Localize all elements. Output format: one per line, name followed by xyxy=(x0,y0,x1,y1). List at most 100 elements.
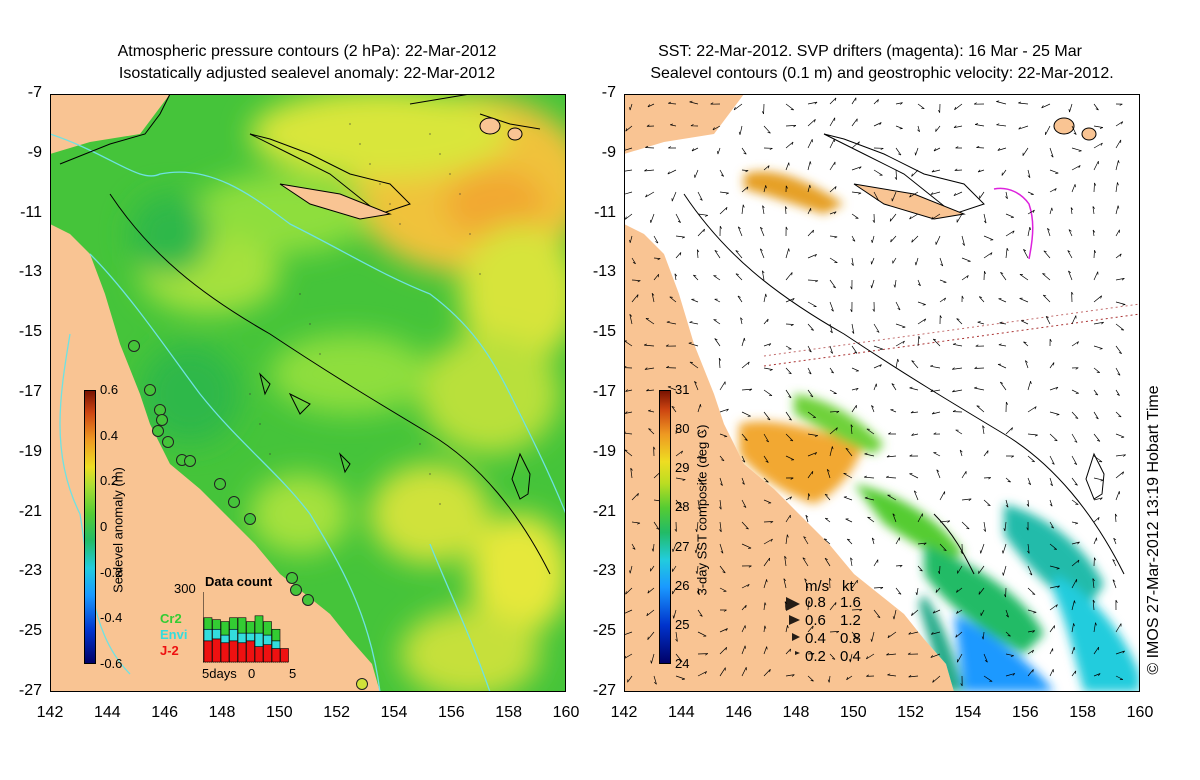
data-count-legend-j-2: J-2 xyxy=(160,643,179,658)
velocity-arrow xyxy=(939,491,946,501)
velocity-arrow xyxy=(1093,537,1098,545)
velocity-arrow xyxy=(890,235,897,243)
left-y-tick--15: -15 xyxy=(18,323,42,341)
right-y-tick--11: -11 xyxy=(594,203,616,221)
velocity-arrow xyxy=(763,455,769,463)
velocity-arrow xyxy=(887,673,897,677)
velocity-arrow xyxy=(675,675,686,680)
velocity-arrow xyxy=(737,226,743,237)
velocity-arrow xyxy=(1092,206,1095,215)
velocity-arrow xyxy=(983,271,987,281)
velocity-arrow xyxy=(693,274,699,281)
velocity-arrow xyxy=(1049,565,1060,570)
velocity-arrow xyxy=(1115,229,1120,237)
velocity-arrow xyxy=(645,318,655,325)
velocity-arrow xyxy=(1006,455,1015,458)
velocity-arrow xyxy=(829,410,840,414)
velocity-arrow xyxy=(712,125,721,131)
velocity-arrow xyxy=(983,521,986,532)
velocity-arrow xyxy=(954,103,963,111)
velocity-arrow xyxy=(864,452,875,457)
data-count-bar-envi xyxy=(212,628,221,640)
velocity-arrow xyxy=(741,147,747,155)
velocity-arrow xyxy=(697,653,709,656)
velocity-arrow xyxy=(873,122,882,127)
velocity-arrow xyxy=(974,386,985,391)
velocity-arrow xyxy=(939,257,944,267)
velocity-arrow xyxy=(741,337,746,347)
velocity-legend-kt-value: 1.6 xyxy=(840,594,861,611)
left-y-tick--25: -25 xyxy=(18,622,42,640)
velocity-arrow xyxy=(1093,455,1103,463)
velocity-arrow xyxy=(983,252,993,259)
velocity-arrow xyxy=(1092,578,1095,589)
velocity-arrow xyxy=(741,565,752,568)
velocity-arrow xyxy=(741,186,749,193)
velocity-arrow xyxy=(807,389,814,398)
velocity-arrow xyxy=(1093,477,1104,482)
right-y-tick--13: -13 xyxy=(592,263,616,281)
velocity-arrow xyxy=(1005,673,1016,677)
velocity-arrow xyxy=(807,470,814,479)
right-x-tick-146: 146 xyxy=(725,704,752,721)
velocity-arrow xyxy=(917,301,926,306)
velocity-arrow xyxy=(851,579,858,589)
velocity-arrow xyxy=(871,537,875,545)
velocity-arrow xyxy=(873,345,884,351)
velocity-arrow xyxy=(644,367,655,370)
velocity-arrow xyxy=(915,587,919,596)
velocity-arrow xyxy=(645,191,655,198)
velocity-legend-header-kt: kt xyxy=(842,578,854,595)
velocity-arrow xyxy=(932,675,941,683)
velocity-arrow xyxy=(1115,471,1125,479)
velocity-legend-ms-value: 0.6 xyxy=(805,612,826,629)
velocity-arrow xyxy=(961,471,967,479)
velocity-arrow xyxy=(719,408,729,413)
velocity-arrow xyxy=(785,185,788,193)
velocity-arrow xyxy=(719,169,725,177)
velocity-arrow xyxy=(1049,543,1058,550)
velocity-arrow xyxy=(689,321,699,325)
velocity-arrow xyxy=(645,145,655,149)
velocity-arrow xyxy=(895,587,902,595)
right-colorbar xyxy=(659,390,671,664)
velocity-arrow xyxy=(717,147,721,155)
velocity-arrow xyxy=(824,517,831,523)
velocity-arrow xyxy=(718,357,722,369)
velocity-arrow xyxy=(959,449,963,457)
velocity-arrow xyxy=(961,235,965,246)
right-colorbar-label: 3-day SST composite (deg C) xyxy=(694,424,710,596)
velocity-arrow xyxy=(829,301,834,312)
velocity-arrow xyxy=(961,257,971,263)
velocity-arrow xyxy=(870,631,875,642)
velocity-arrow xyxy=(1071,411,1079,419)
velocity-arrow xyxy=(733,103,743,111)
velocity-arrow xyxy=(1005,427,1013,435)
velocity-arrow xyxy=(895,323,906,328)
velocity-arrow xyxy=(911,360,919,369)
data-count-xlabel-right: 5 xyxy=(289,666,297,681)
velocity-arrow xyxy=(1071,291,1074,303)
right-y-tick--23: -23 xyxy=(592,562,616,580)
velocity-arrow xyxy=(1093,142,1103,149)
velocity-arrow xyxy=(976,145,985,149)
velocity-arrow xyxy=(939,543,947,552)
data-count-bar-j2 xyxy=(254,646,264,663)
velocity-arrow xyxy=(977,169,985,173)
velocity-arrow xyxy=(955,146,962,149)
left-y-tick--17: -17 xyxy=(18,383,42,400)
velocity-arrow xyxy=(851,141,860,149)
velocity-arrow xyxy=(785,272,793,281)
velocity-arrow xyxy=(807,139,813,149)
velocity-arrow xyxy=(741,645,746,655)
velocity-arrow xyxy=(689,100,699,105)
velocity-arrow xyxy=(785,162,790,171)
velocity-arrow xyxy=(873,383,878,391)
velocity-arrow xyxy=(909,454,919,457)
velocity-arrow xyxy=(1115,323,1125,331)
right-colorbar-tick: 27 xyxy=(675,538,690,554)
velocity-arrow xyxy=(873,587,884,590)
velocity-arrow xyxy=(719,381,726,391)
left-y-tick--9: -9 xyxy=(27,143,42,161)
velocity-legend-kt-value: 1.2 xyxy=(840,612,861,629)
